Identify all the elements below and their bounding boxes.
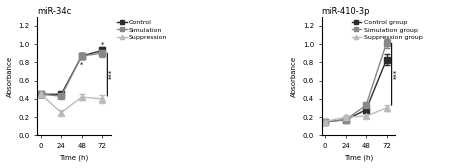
Text: *: * (80, 62, 83, 68)
Legend: Control, Simulation, Suppression: Control, Simulation, Suppression (115, 17, 170, 42)
Text: ***: *** (393, 69, 399, 79)
Text: miR-410-3p: miR-410-3p (322, 7, 370, 16)
Text: ***: *** (109, 69, 115, 79)
X-axis label: Time (h): Time (h) (59, 155, 89, 161)
X-axis label: Time (h): Time (h) (344, 155, 373, 161)
Text: *: * (100, 42, 104, 48)
Y-axis label: Absorbance: Absorbance (7, 55, 13, 97)
Legend: Control group, Simulation group, Suppression group: Control group, Simulation group, Suppres… (349, 17, 425, 42)
Y-axis label: Absorbance: Absorbance (291, 55, 297, 97)
Text: miR-34c: miR-34c (37, 7, 72, 16)
